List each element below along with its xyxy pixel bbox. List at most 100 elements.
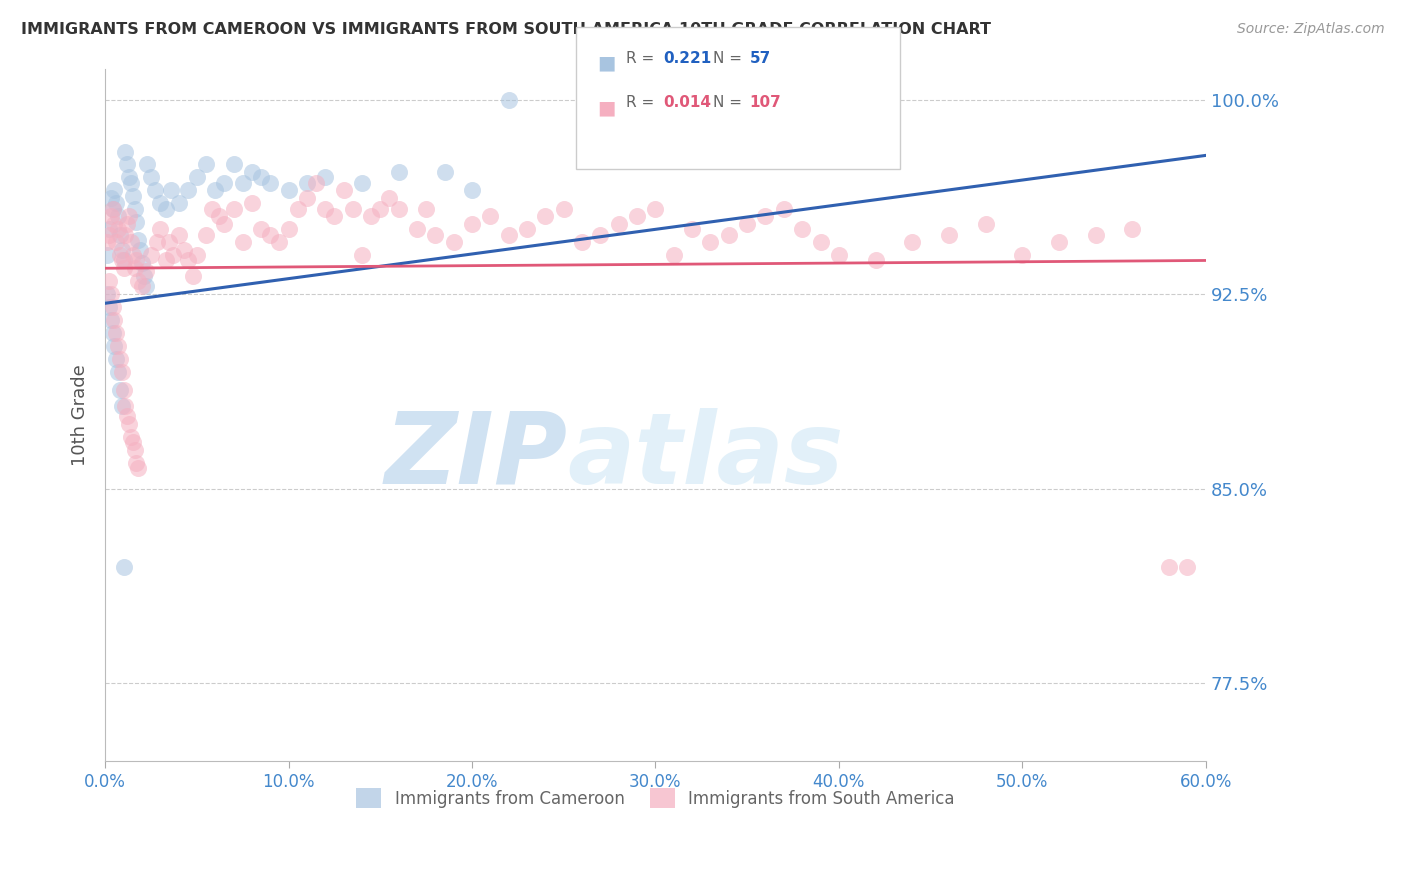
Point	[250, 222, 273, 236]
Text: 0.014: 0.014	[664, 95, 711, 111]
Point	[810, 235, 832, 250]
Point	[433, 165, 456, 179]
Point	[125, 214, 148, 228]
Point	[145, 235, 167, 250]
Point	[828, 248, 851, 262]
Point	[208, 210, 231, 224]
Point	[100, 191, 122, 205]
Point	[1047, 235, 1070, 250]
Point	[754, 210, 776, 224]
Point	[118, 417, 141, 431]
Point	[186, 248, 208, 262]
Point	[865, 253, 887, 268]
Point	[287, 202, 309, 216]
Point	[415, 202, 437, 216]
Point	[1121, 222, 1143, 236]
Point	[114, 145, 136, 159]
Point	[305, 176, 328, 190]
Point	[124, 261, 146, 276]
Point	[974, 217, 997, 231]
Point	[127, 274, 149, 288]
Point	[204, 183, 226, 197]
Point	[644, 202, 666, 216]
Point	[129, 243, 152, 257]
Text: N =: N =	[713, 95, 747, 111]
Point	[162, 248, 184, 262]
Point	[108, 352, 131, 367]
Point	[1084, 227, 1107, 242]
Point	[181, 268, 204, 283]
Point	[443, 235, 465, 250]
Point	[101, 202, 124, 216]
Point	[105, 326, 128, 340]
Text: ■: ■	[598, 98, 616, 117]
Point	[118, 210, 141, 224]
Point	[571, 235, 593, 250]
Point	[425, 227, 447, 242]
Point	[259, 176, 281, 190]
Point	[406, 222, 429, 236]
Point	[121, 248, 143, 262]
Point	[131, 256, 153, 270]
Point	[127, 461, 149, 475]
Point	[143, 183, 166, 197]
Text: 0.221: 0.221	[664, 51, 711, 66]
Point	[388, 202, 411, 216]
Point	[121, 435, 143, 450]
Point	[553, 202, 575, 216]
Point	[112, 261, 135, 276]
Point	[461, 183, 484, 197]
Point	[323, 210, 346, 224]
Point	[103, 313, 125, 327]
Point	[167, 227, 190, 242]
Point	[111, 365, 134, 379]
Text: Source: ZipAtlas.com: Source: ZipAtlas.com	[1237, 22, 1385, 37]
Point	[681, 222, 703, 236]
Point	[1157, 559, 1180, 574]
Point	[105, 196, 128, 211]
Point	[498, 93, 520, 107]
Point	[901, 235, 924, 250]
Point	[735, 217, 758, 231]
Point	[350, 248, 373, 262]
Point	[96, 235, 118, 250]
Point	[1175, 559, 1198, 574]
Point	[498, 227, 520, 242]
Point	[214, 176, 236, 190]
Point	[461, 217, 484, 231]
Point	[105, 235, 128, 250]
Point	[277, 222, 299, 236]
Point	[607, 217, 630, 231]
Point	[115, 409, 138, 423]
Point	[360, 210, 382, 224]
Point	[250, 170, 273, 185]
Point	[232, 176, 254, 190]
Point	[516, 222, 538, 236]
Point	[107, 365, 129, 379]
Point	[214, 217, 236, 231]
Point	[112, 383, 135, 397]
Point	[132, 268, 155, 283]
Point	[370, 202, 392, 216]
Point	[295, 176, 318, 190]
Point	[97, 222, 120, 236]
Point	[186, 170, 208, 185]
Point	[111, 243, 134, 257]
Point	[772, 202, 794, 216]
Point	[378, 191, 401, 205]
Point	[108, 227, 131, 242]
Text: ZIP: ZIP	[384, 408, 568, 505]
Point	[136, 157, 159, 171]
Point	[135, 279, 157, 293]
Point	[240, 165, 263, 179]
Text: R =: R =	[626, 95, 659, 111]
Point	[717, 227, 740, 242]
Point	[125, 456, 148, 470]
Point	[662, 248, 685, 262]
Point	[97, 227, 120, 242]
Point	[699, 235, 721, 250]
Point	[277, 183, 299, 197]
Point	[101, 300, 124, 314]
Point	[107, 222, 129, 236]
Text: atlas: atlas	[568, 408, 844, 505]
